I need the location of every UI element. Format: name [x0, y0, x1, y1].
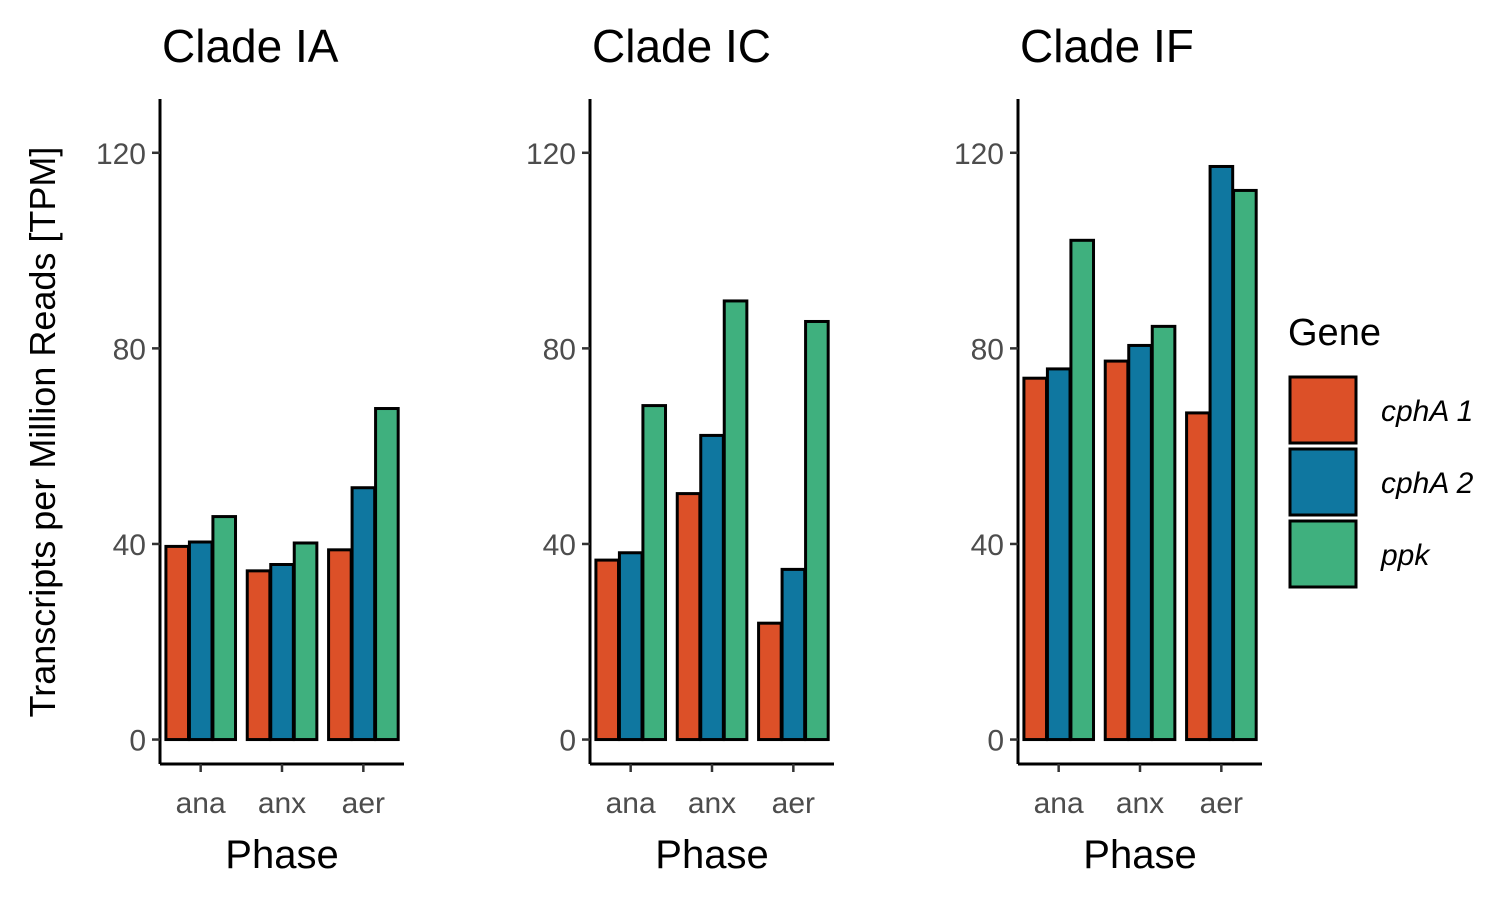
x-axis-label: Phase [225, 833, 338, 877]
bar-ppk-aer [804, 319, 830, 742]
x-tick-label: ana [606, 787, 656, 820]
x-tick-label: anx [688, 787, 736, 820]
bar-ppk-aer [1232, 188, 1258, 742]
bar-cpha-1-ana [1022, 376, 1049, 742]
x-tick-label: aer [342, 787, 385, 820]
x-tick-label: ana [1034, 787, 1084, 820]
bar-cpha-1-ana [164, 544, 191, 742]
y-tick-label: 120 [526, 138, 576, 171]
bar-ppk-anx [722, 299, 749, 742]
x-tick-label: anx [1116, 787, 1164, 820]
x-axis-label: Phase [655, 833, 768, 877]
x-tick-label: aer [772, 787, 815, 820]
y-tick-label: 80 [543, 333, 576, 366]
bar-ppk-aer [374, 407, 400, 742]
legend-swatch [1288, 375, 1358, 445]
bar-cpha-1-aer [327, 548, 353, 742]
bar-cpha-1-anx [1103, 359, 1130, 742]
bar-cpha-2-anx [699, 433, 725, 742]
x-tick-label: aer [1200, 787, 1243, 820]
bar-cpha-1-aer [757, 621, 783, 742]
y-tick-label: 80 [971, 333, 1004, 366]
y-tick-label: 0 [129, 725, 146, 758]
y-tick-label: 0 [987, 725, 1004, 758]
legend: Gene cphA 1 cphA 2 ppk [1288, 312, 1474, 589]
bar-cpha-1-aer [1185, 411, 1211, 742]
bar-cpha-2-aer [780, 567, 807, 742]
bar-ppk-ana [641, 404, 668, 742]
legend-label: cphA 1 [1381, 395, 1473, 428]
y-tick-label: 40 [543, 529, 576, 562]
bar-cpha-1-anx [245, 569, 272, 742]
bar-ppk-anx [1150, 324, 1177, 742]
legend-label: ppk [1380, 539, 1431, 572]
y-tick-label: 120 [954, 138, 1004, 171]
legend-swatch [1288, 447, 1358, 517]
y-tick-label: 80 [113, 333, 146, 366]
panel-title: Clade IF [1020, 20, 1194, 72]
bar-cpha-2-ana [617, 551, 644, 742]
y-tick-label: 0 [559, 725, 576, 758]
y-tick-label: 40 [113, 529, 146, 562]
bar-cpha-1-anx [675, 492, 702, 742]
x-axis-label: Phase [1083, 833, 1196, 877]
legend-label: cphA 2 [1381, 467, 1474, 500]
bar-cpha-2-ana [1045, 367, 1072, 742]
y-tick-label: 120 [96, 138, 146, 171]
y-tick-label: 40 [971, 529, 1004, 562]
y-axis-label: Transcripts per Million Reads [TPM] [22, 147, 63, 718]
bar-ppk-ana [211, 515, 238, 742]
bar-cpha-2-anx [1127, 343, 1153, 742]
x-tick-label: ana [176, 787, 226, 820]
bar-ppk-ana [1069, 238, 1096, 742]
bar-cpha-2-ana [187, 540, 214, 742]
x-tick-label: anx [258, 787, 306, 820]
bar-ppk-anx [292, 541, 319, 742]
panel-title: Clade IC [592, 20, 771, 72]
bar-cpha-2-aer [1208, 164, 1235, 742]
panel-title: Clade IA [162, 20, 339, 72]
bar-cpha-2-anx [269, 563, 295, 742]
legend-swatch [1288, 519, 1358, 589]
legend-title: Gene [1288, 312, 1381, 354]
bar-cpha-2-aer [350, 486, 377, 742]
bar-cpha-1-ana [594, 558, 621, 742]
